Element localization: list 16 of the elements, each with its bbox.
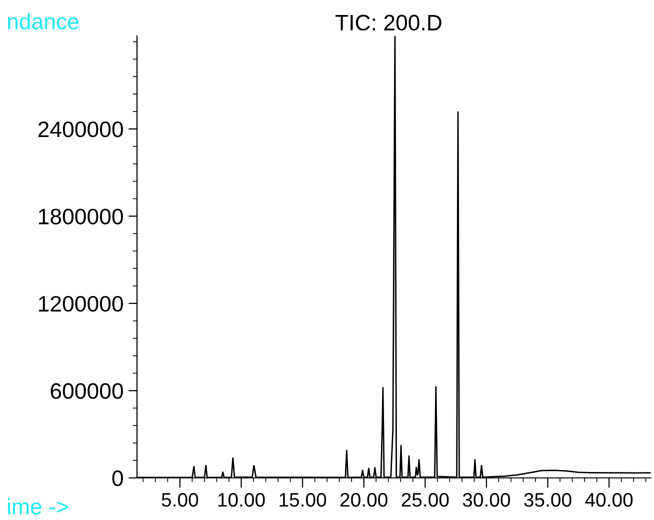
- x-tick-label: 30.00: [462, 492, 510, 507]
- y-tick-label: 1200000: [39, 296, 123, 312]
- y-tick-label: 0: [112, 470, 123, 486]
- x-tick-label: 10.00: [218, 492, 265, 507]
- y-tick-label: 600000: [50, 383, 123, 399]
- x-tick-label: 5.00: [162, 492, 198, 507]
- x-tick-label: 35.00: [524, 492, 572, 507]
- y-axis-title: ndance: [8, 13, 78, 30]
- x-tick-label: 25.00: [402, 492, 449, 507]
- x-tick-label: 20.00: [340, 492, 388, 507]
- x-tick-label: 15.00: [280, 492, 326, 507]
- x-tick-label: 40.00: [585, 492, 633, 507]
- y-tick-label: 2400000: [38, 121, 123, 138]
- y-tick-label: 1800000: [39, 208, 123, 224]
- x-axis-title: ime ->: [8, 498, 68, 515]
- chart-title: TIC: 200.D: [336, 14, 442, 31]
